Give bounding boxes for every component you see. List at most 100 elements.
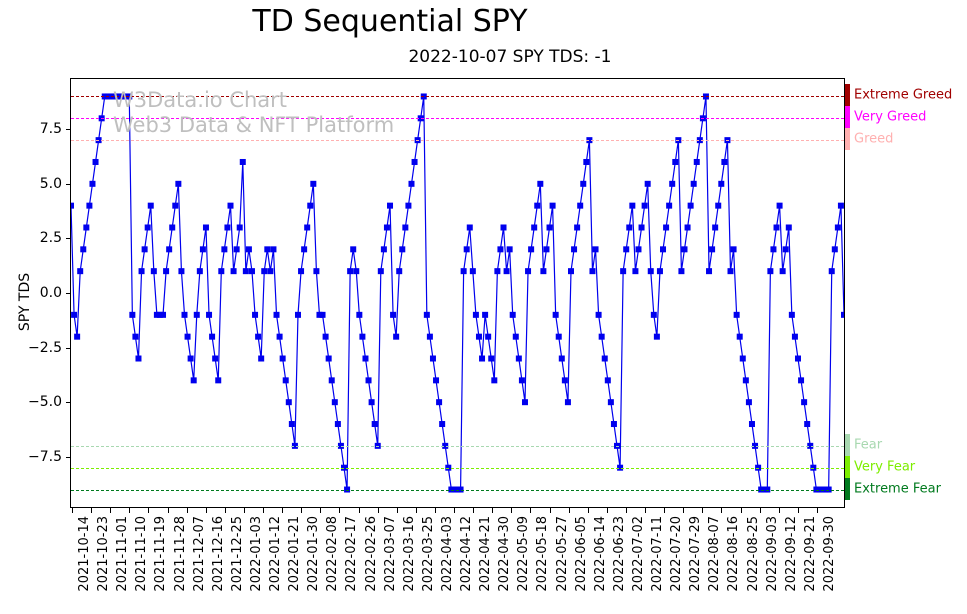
series-marker (785, 224, 792, 231)
series-marker (206, 311, 213, 318)
series-marker (555, 333, 562, 340)
series-marker (399, 246, 406, 253)
series-marker (598, 333, 605, 340)
x-tick-label: 2022-04-12 (459, 516, 475, 592)
series-marker (328, 377, 335, 384)
series-marker (230, 268, 237, 275)
x-tick-label: 2022-07-20 (669, 516, 685, 592)
series-marker (515, 355, 522, 362)
series-marker (696, 137, 703, 144)
x-tick-mark (683, 508, 685, 513)
threshold-label-extreme-greed: Extreme Greed (854, 87, 953, 103)
x-tick-mark (396, 508, 398, 513)
x-tick-mark (320, 508, 322, 513)
series-marker (604, 377, 611, 384)
series-marker (362, 355, 369, 362)
series-marker (479, 355, 486, 362)
series-marker (620, 268, 627, 275)
x-tick-label: 2022-05-18 (535, 516, 551, 592)
series-marker (834, 224, 841, 231)
x-tick-mark (817, 508, 818, 513)
series-marker (837, 202, 844, 209)
series-marker (798, 377, 805, 384)
series-marker (647, 268, 654, 275)
series-marker (258, 355, 265, 362)
x-tick-mark (606, 508, 608, 513)
series-marker (485, 333, 492, 340)
x-tick-mark (167, 508, 169, 513)
series-marker (718, 180, 725, 187)
x-tick-mark (625, 508, 627, 513)
threshold-line-very-fear (71, 467, 844, 469)
series-marker (396, 268, 403, 275)
series-marker (390, 311, 397, 318)
series-marker (469, 268, 476, 275)
x-tick-mark (358, 508, 360, 513)
series-marker (669, 180, 676, 187)
x-tick-label: 2021-11-10 (134, 516, 150, 592)
series-marker (500, 224, 507, 231)
x-tick-mark (568, 508, 570, 513)
series-marker (184, 333, 191, 340)
threshold-swatch-extreme-fear (845, 477, 850, 500)
series-marker (433, 377, 440, 384)
series-marker (331, 399, 338, 406)
threshold-line-greed (71, 140, 844, 142)
series-marker (368, 399, 375, 406)
x-tick-label: 2022-09-03 (764, 516, 780, 592)
x-tick-label: 2021-11-01 (115, 516, 131, 592)
series-marker (356, 311, 363, 318)
series-marker (147, 202, 154, 209)
series-marker (282, 377, 289, 384)
series-marker (150, 268, 157, 275)
series-marker (276, 333, 283, 340)
series-marker (439, 421, 446, 428)
series-marker (537, 180, 544, 187)
series-marker (307, 202, 314, 209)
series-marker (270, 246, 277, 253)
series-marker (248, 268, 255, 275)
series-marker (568, 268, 574, 275)
series-marker (571, 246, 578, 253)
series-marker (163, 268, 170, 275)
series-marker (549, 202, 556, 209)
x-tick-label: 2022-03-25 (420, 516, 436, 592)
series-marker (592, 246, 599, 253)
threshold-label-very-greed: Very Greed (854, 109, 927, 125)
series-marker (779, 268, 786, 275)
series-marker (715, 202, 722, 209)
series-marker (678, 268, 685, 275)
x-tick-label: 2022-04-03 (439, 516, 455, 592)
y-tick-label: 2.5 (39, 230, 62, 247)
series-marker (693, 158, 700, 165)
series-marker (583, 158, 590, 165)
series-marker (353, 268, 360, 275)
series-marker (607, 399, 614, 406)
x-tick-mark (243, 508, 245, 513)
series-marker (656, 268, 663, 275)
series-marker (95, 137, 102, 144)
series-marker (141, 246, 148, 253)
x-tick-label: 2022-08-25 (745, 516, 761, 592)
series-marker (429, 355, 436, 362)
threshold-line-extreme-fear (71, 489, 844, 491)
x-tick-label: 2022-01-12 (268, 516, 284, 592)
series-marker (727, 268, 734, 275)
x-tick-label: 2022-04-30 (497, 516, 513, 592)
series-marker (675, 137, 682, 144)
series-marker (690, 180, 697, 187)
y-tick-label: −2.5 (28, 339, 62, 356)
series-marker (359, 333, 366, 340)
series-marker (264, 246, 271, 253)
series-marker (245, 246, 252, 253)
series-marker (791, 333, 798, 340)
x-tick-label: 2021-12-16 (210, 516, 226, 592)
x-tick-mark (511, 508, 513, 513)
series-marker (472, 311, 479, 318)
series-marker (169, 224, 176, 231)
series-marker (745, 399, 752, 406)
series-marker (74, 333, 81, 340)
series-marker (724, 137, 731, 144)
x-tick-label: 2021-11-19 (153, 516, 169, 592)
x-tick-label: 2022-08-16 (726, 516, 742, 592)
